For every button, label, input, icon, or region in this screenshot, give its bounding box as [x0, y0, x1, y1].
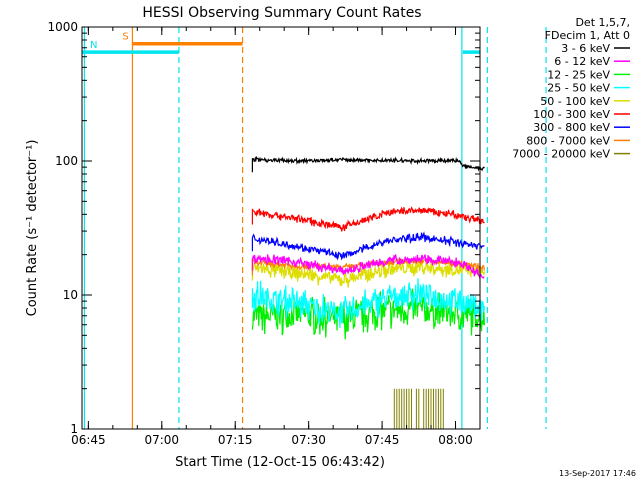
vertical-markers: [83, 27, 547, 429]
y-tick-label-1: 1: [70, 422, 78, 436]
flag-label-s: S: [122, 32, 128, 43]
series-100-300: [251, 206, 485, 232]
x-axis-label: Start Time (12-Oct-15 06:43:42): [175, 455, 385, 470]
series-50-100: [251, 258, 485, 288]
legend-label-50-100: 50 - 100 keV: [540, 95, 610, 108]
legend-label-6-12: 6 - 12 keV: [554, 55, 610, 68]
x-tick-label-3: 07:15: [218, 433, 253, 447]
series-7000-20000: [393, 388, 444, 429]
x-tick-label-1: 06:45: [71, 433, 106, 447]
x-axis: 06:45 07:00 07:15 07:30 07:45 08:00: [71, 27, 481, 447]
x-tick-label-6: 08:00: [438, 433, 473, 447]
footer-timestamp: 13-Sep-2017 17:46: [559, 469, 636, 478]
y-axis: 1 10 100 1000: [47, 20, 480, 436]
series-group: [251, 155, 485, 429]
series-3-6: [251, 155, 485, 173]
legend-header-line-2: FDecim 1, Att 0: [545, 29, 630, 42]
series-25-50: [251, 278, 485, 328]
y-axis-label: Count Rate (s⁻¹ detector⁻¹): [25, 140, 40, 317]
x-tick-label-4: 07:30: [291, 433, 326, 447]
legend-label-100-300: 100 - 300 keV: [533, 108, 610, 121]
flag-label-n: N: [90, 40, 97, 51]
y-tick-label-3: 100: [55, 154, 78, 168]
legend-label-12-25: 12 - 25 keV: [547, 68, 610, 81]
series-300-800: [251, 231, 485, 261]
legend-label-7000-20000: 7000 - 20000 keV: [512, 148, 610, 161]
y-tick-label-2: 10: [63, 288, 78, 302]
x-tick-label-5: 07:45: [365, 433, 400, 447]
legend-label-25-50: 25 - 50 keV: [547, 82, 610, 95]
series-6-12: [251, 253, 485, 280]
legend-label-300-800: 300 - 800 keV: [533, 121, 610, 134]
legend-label-800-7000: 800 - 7000 keV: [526, 134, 610, 147]
x-tick-label-2: 07:00: [144, 433, 179, 447]
legend-header-line-1: Det 1,5,7,: [575, 16, 630, 29]
y-tick-label-4: 1000: [47, 20, 78, 34]
legend-label-3-6: 3 - 6 keV: [561, 42, 610, 55]
plot-frame: [81, 26, 481, 430]
flag-bars: SN: [82, 32, 480, 54]
chart-title: HESSI Observing Summary Count Rates: [142, 5, 421, 21]
